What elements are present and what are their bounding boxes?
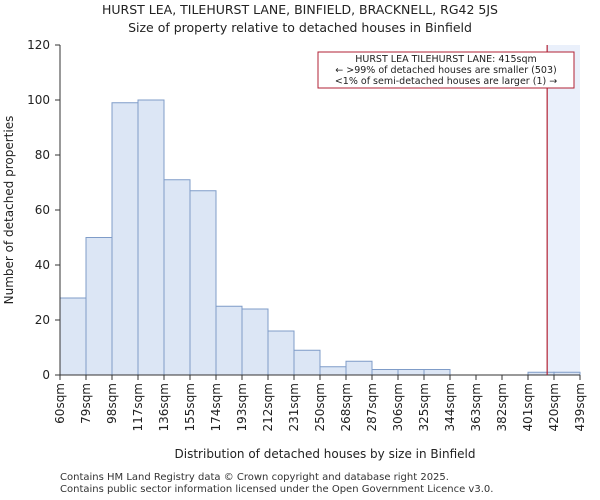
x-tick-label: 250sqm [313, 383, 327, 431]
chart-title: HURST LEA, TILEHURST LANE, BINFIELD, BRA… [102, 2, 498, 17]
x-tick-label: 420sqm [547, 383, 561, 431]
x-tick-label: 268sqm [339, 383, 353, 431]
annotation-line-2: ← >99% of detached houses are smaller (5… [335, 65, 556, 76]
y-axis-label: Number of detached properties [2, 116, 16, 305]
bar-268sqm [345, 360, 373, 376]
annotation-line-1: HURST LEA TILEHURST LANE: 415sqm [355, 54, 537, 65]
subject-property-shade [547, 45, 580, 375]
x-tick-label: 306sqm [391, 383, 405, 431]
x-tick-label: 439sqm [573, 383, 587, 431]
y-tick-label: 120 [27, 38, 50, 52]
x-tick-label: 117sqm [131, 383, 145, 431]
annotation-line-3: <1% of semi-detached houses are larger (… [335, 76, 557, 87]
y-tick-label: 80 [35, 148, 50, 162]
y-axis: 0 20 40 60 80 100 120 [27, 38, 61, 382]
y-tick-label: 20 [35, 313, 50, 327]
y-tick-label: 100 [27, 93, 50, 107]
bar-287sqm [371, 369, 399, 376]
footer-licence: Contains public sector information licen… [60, 484, 494, 495]
bar-306sqm [397, 369, 425, 376]
x-axis-label: Distribution of detached houses by size … [175, 447, 476, 461]
bar-117sqm [137, 99, 165, 376]
x-tick-label: 98sqm [105, 383, 119, 424]
y-tick-label: 0 [42, 368, 50, 382]
x-tick-label: 155sqm [183, 383, 197, 431]
bar-98sqm [111, 102, 139, 376]
x-tick-label: 136sqm [157, 383, 171, 431]
x-tick-label: 382sqm [495, 383, 509, 431]
chart-subtitle: Size of property relative to detached ho… [128, 20, 472, 35]
annotation-box: HURST LEA TILEHURST LANE: 415sqm ← >99% … [317, 51, 575, 89]
x-tick-label: 401sqm [521, 383, 535, 431]
x-tick-label: 79sqm [79, 383, 93, 424]
x-tick-label: 193sqm [235, 383, 249, 431]
bar-136sqm [163, 179, 191, 376]
x-tick-label: 344sqm [443, 383, 457, 431]
footer-copyright: Contains HM Land Registry data © Crown c… [60, 472, 449, 483]
bar-325sqm [423, 369, 451, 376]
bar-231sqm [293, 349, 321, 376]
bar-174sqm [215, 305, 243, 376]
bar-250sqm [319, 366, 347, 376]
x-tick-label: 212sqm [261, 383, 275, 431]
x-tick-label: 287sqm [365, 383, 379, 431]
x-tick-label: 231sqm [287, 383, 301, 431]
x-tick-label: 325sqm [417, 383, 431, 431]
bar-155sqm [189, 190, 217, 376]
x-tick-label: 363sqm [469, 383, 483, 431]
y-tick-label: 40 [35, 258, 50, 272]
x-axis: 60sqm 79sqm 98sqm 117sqm 136sqm 155sqm 174sqm 1… [53, 374, 587, 431]
bar-60sqm [59, 297, 87, 376]
y-tick-label: 60 [35, 203, 50, 217]
bar-212sqm [267, 330, 295, 376]
bar-193sqm [241, 308, 269, 376]
bar-79sqm [85, 237, 113, 376]
x-tick-label: 60sqm [53, 383, 67, 424]
bars-group [59, 99, 581, 376]
x-tick-label: 174sqm [209, 383, 223, 431]
